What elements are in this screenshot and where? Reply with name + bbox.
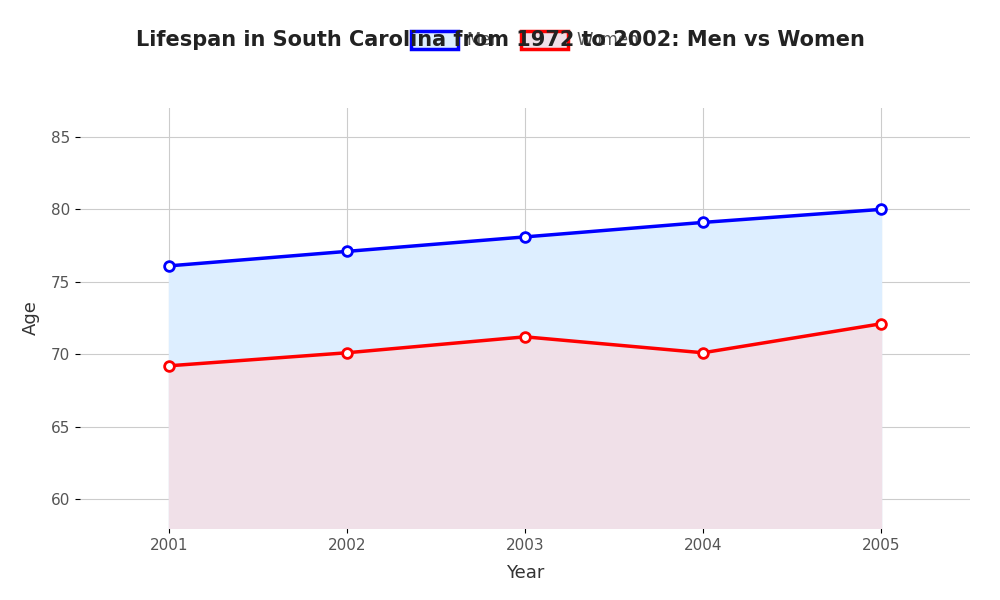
Y-axis label: Age: Age — [22, 301, 40, 335]
Legend: Men, Women: Men, Women — [404, 24, 646, 56]
X-axis label: Year: Year — [506, 564, 544, 582]
Text: Lifespan in South Carolina from 1972 to 2002: Men vs Women: Lifespan in South Carolina from 1972 to … — [136, 30, 864, 50]
